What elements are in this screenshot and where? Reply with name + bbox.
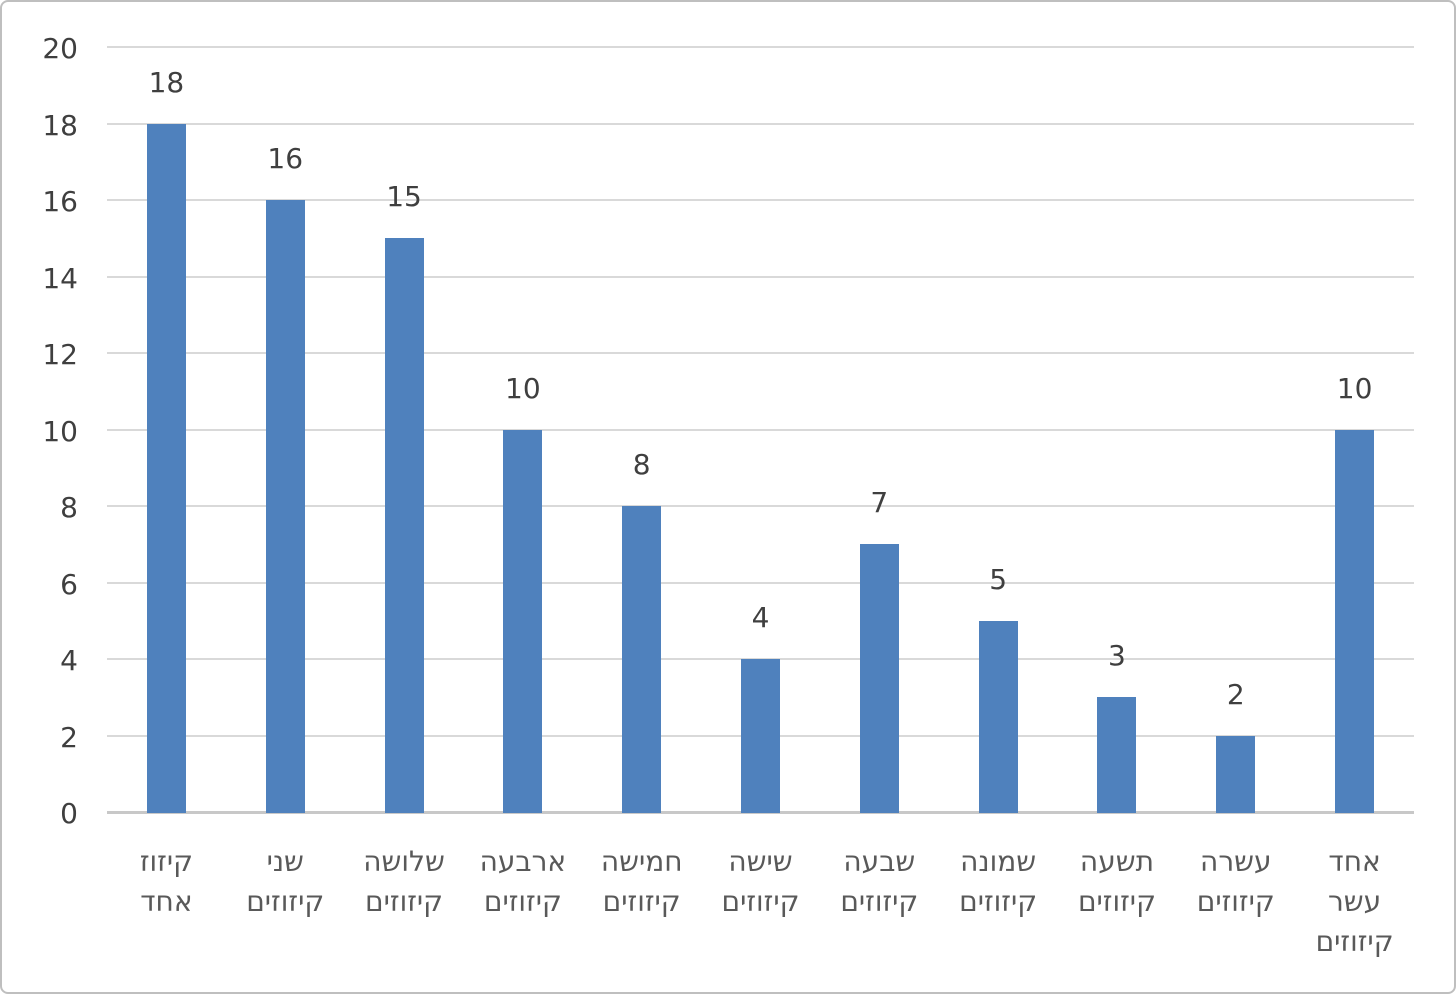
x-category-label-line: קיזוזים (246, 885, 325, 918)
x-category-label-line: קיזוזים (1315, 925, 1394, 958)
bar-value-label: 18 (148, 65, 185, 99)
x-category-label-line: קיזוז (139, 845, 193, 878)
y-tick-label: 0 (60, 797, 78, 830)
y-tick-label: 14 (42, 261, 78, 295)
bar-value-label: 2 (1226, 677, 1245, 711)
x-category-label-line: קיזוזים (959, 885, 1038, 918)
y-tick-label: 18 (42, 108, 78, 142)
y-tick-label: 2 (60, 720, 78, 754)
x-category-label-line: ארבעה (479, 845, 567, 878)
x-category-label: שני קיזוזים (226, 842, 344, 922)
y-tick-label: 4 (60, 644, 78, 677)
bar (1335, 429, 1375, 813)
y-tick-label: 6 (60, 567, 78, 601)
bar (1097, 697, 1137, 813)
x-category-label: ארבעה קיזוזים (464, 842, 582, 922)
x-category-label-line: תשעה (1079, 845, 1154, 878)
x-category-label-line: קיזוזים (1077, 885, 1156, 918)
x-category-label: שמונה קיזוזים (939, 842, 1057, 922)
bar-value-label: 3 (1108, 639, 1126, 673)
x-category-label-line: אחד (1328, 845, 1381, 878)
bar (384, 238, 424, 813)
x-category-label: שישה קיזוזים (702, 842, 820, 922)
bar-value-label: 10 (1336, 371, 1373, 405)
gridline (107, 581, 1414, 584)
x-category-label-line: קיזוזים (721, 885, 800, 918)
x-category-label-line: אחד (140, 885, 193, 918)
x-category-label-line: קיזוזים (365, 885, 444, 918)
gridline (107, 352, 1414, 354)
y-tick-label: 16 (42, 185, 78, 218)
gridline (107, 122, 1414, 125)
x-category-label-line: עשר (1327, 885, 1382, 918)
x-category-label: קיזוז אחד (107, 842, 225, 922)
x-category-label: תשעה קיזוזים (1058, 842, 1176, 922)
bar-value-label: 15 (386, 180, 422, 214)
x-category-label: אחד עשר קיזוזים (1296, 842, 1414, 962)
x-category-label-line: קיזוזים (602, 885, 681, 918)
x-category-label: שבעה קיזוזים (820, 842, 938, 922)
y-tick-label: 8 (60, 491, 78, 524)
x-category-label-line: עשרה (1200, 845, 1272, 878)
bar-value-label: 7 (870, 486, 889, 520)
gridline (107, 275, 1414, 278)
x-category-label-line: שמונה (960, 845, 1037, 878)
x-category-label-line: קיזוזים (840, 885, 919, 918)
x-category-label: עשרה קיזוזים (1177, 842, 1295, 922)
x-category-label: שלושה קיזוזים (345, 842, 463, 922)
x-category-label-line: קיזוזים (483, 885, 562, 918)
bar-value-label: 10 (505, 371, 541, 405)
bar (741, 659, 780, 813)
bar-value-label: 5 (989, 562, 1008, 596)
y-tick-label: 12 (42, 338, 78, 371)
gridline (107, 199, 1414, 201)
x-category-label-line: שבעה (843, 845, 916, 878)
x-category-label-line: קיזוזים (1196, 885, 1275, 918)
gridline (107, 428, 1414, 431)
bar-value-label: 16 (267, 142, 304, 175)
x-category-label-line: שלושה (363, 845, 445, 878)
x-category-label-line: שישה (728, 845, 793, 878)
bar-value-label: 8 (632, 448, 651, 481)
y-tick-label: 10 (42, 414, 78, 448)
x-category-label-line: שני (266, 845, 304, 878)
bar (265, 200, 305, 813)
y-tick-label: 20 (42, 32, 78, 65)
gridline (107, 505, 1414, 507)
bar (978, 620, 1018, 813)
gridline (107, 46, 1414, 48)
bar (503, 429, 543, 813)
bar (146, 123, 186, 813)
bar (1216, 735, 1256, 813)
bar (622, 506, 662, 813)
x-category-label: חמישה קיזוזים (583, 842, 701, 922)
bar-value-label: 4 (751, 601, 770, 634)
x-category-label-line: חמישה (600, 845, 683, 878)
bar (859, 544, 899, 813)
